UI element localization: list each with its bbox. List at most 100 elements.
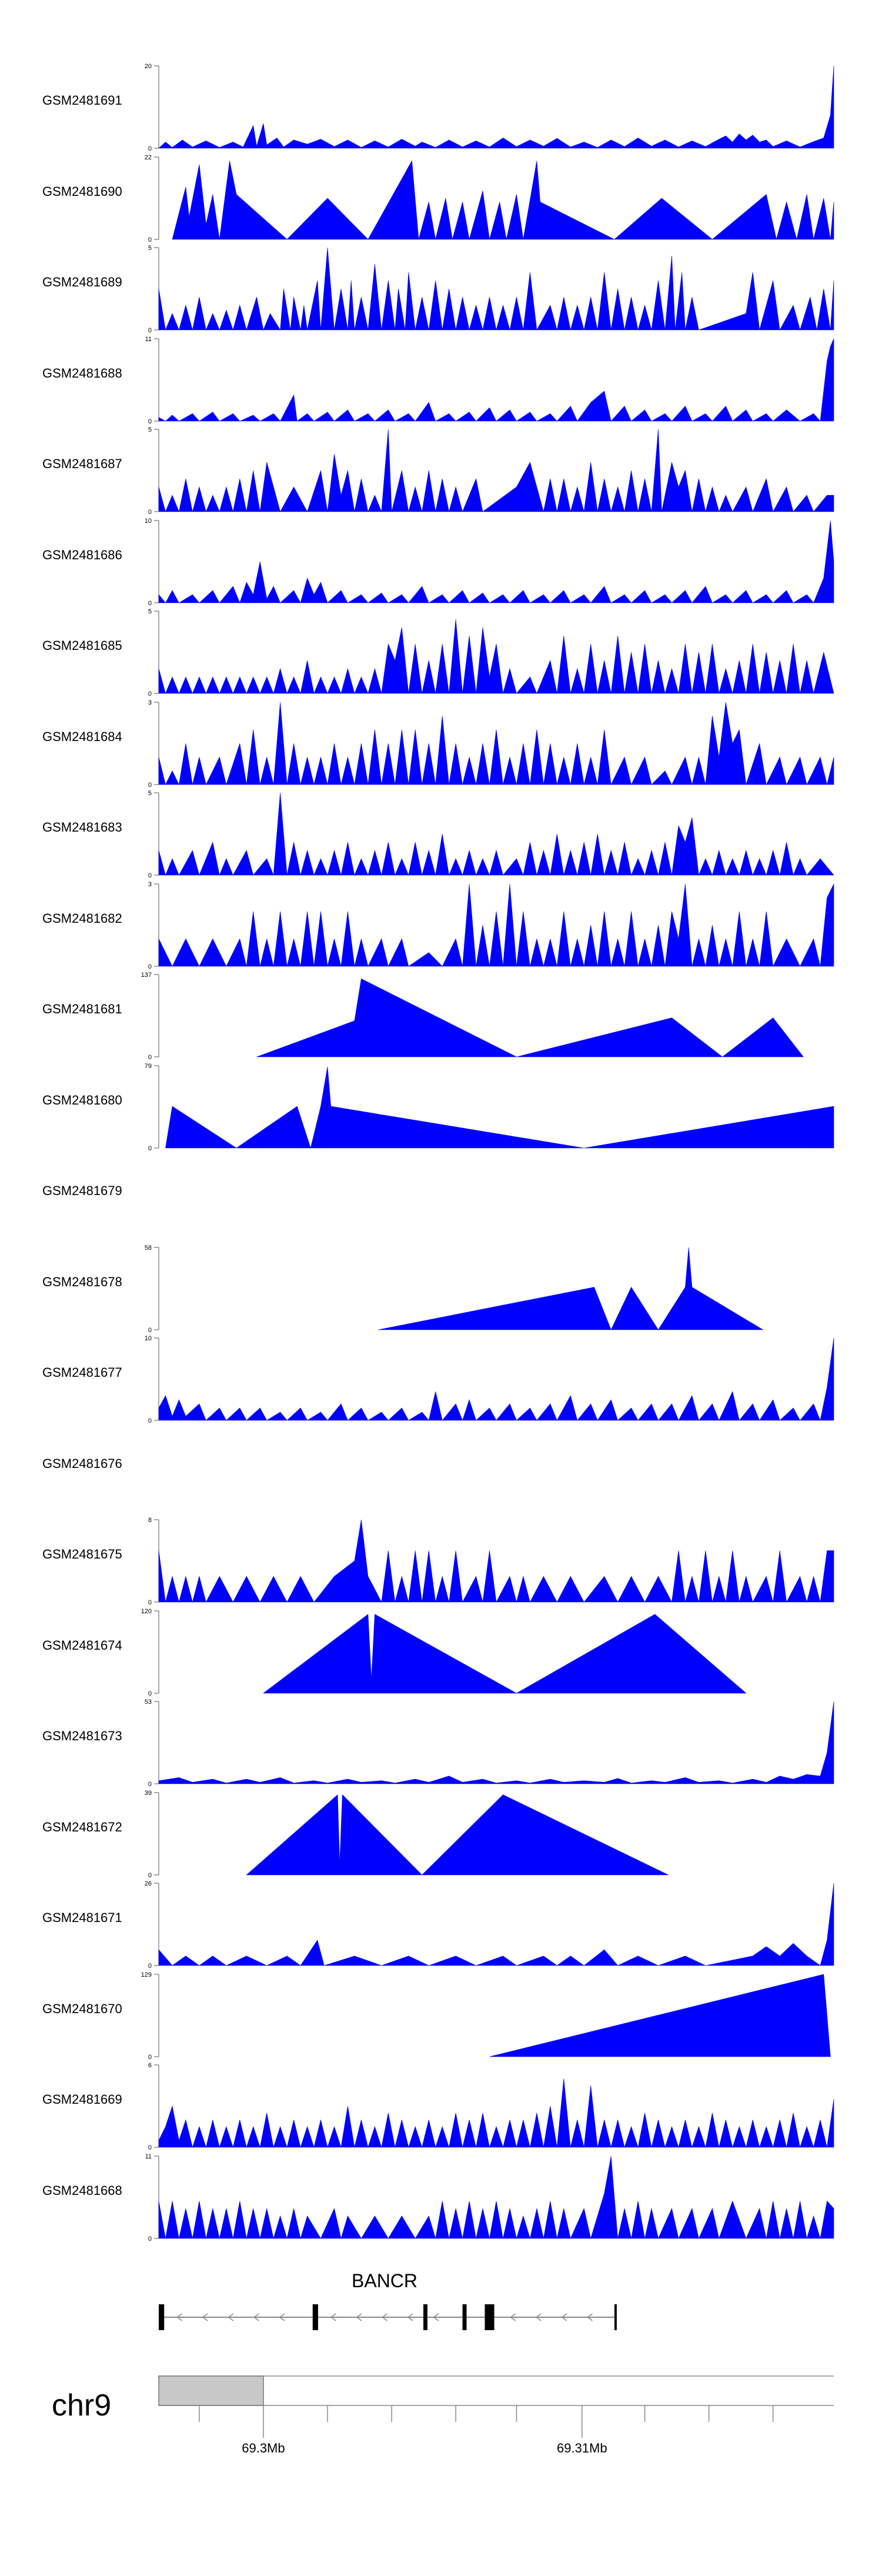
track-plot: 26 0 bbox=[145, 1880, 834, 1970]
track-plot: 58 0 bbox=[145, 1244, 764, 1334]
y-max-label: 11 bbox=[145, 336, 152, 343]
exon bbox=[485, 2304, 495, 2330]
y-max-label: 5 bbox=[148, 790, 152, 797]
y-min-label: 0 bbox=[148, 1327, 152, 1334]
track-label: GSM2481689 bbox=[42, 275, 122, 289]
track-label: GSM2481672 bbox=[42, 1819, 122, 1834]
track-row: GSM2481683 5 0 bbox=[0, 786, 882, 879]
y-min-label: 0 bbox=[148, 2054, 152, 2061]
track-row: GSM2481676 bbox=[0, 1422, 882, 1513]
track-row: GSM2481680 79 0 bbox=[0, 1059, 882, 1152]
strand-arrow bbox=[535, 2313, 542, 2321]
coverage-area bbox=[158, 792, 834, 876]
track-plot: 50 bbox=[148, 426, 834, 516]
y-min-label: 0 bbox=[148, 2144, 152, 2151]
y-min-label: 0 bbox=[148, 690, 152, 698]
coverage-area bbox=[158, 1519, 834, 1603]
coverage-area bbox=[158, 2155, 834, 2239]
track-plot: 50 bbox=[148, 245, 834, 334]
track-row: GSM2481671 26 0 bbox=[0, 1876, 882, 1970]
track-row: GSM2481682 3 0 bbox=[0, 877, 882, 970]
track-plot bbox=[141, 1422, 835, 1513]
strand-arrow bbox=[587, 2313, 593, 2321]
track-plot: 79 0 bbox=[145, 1063, 834, 1152]
tick-label: 69.3Mb bbox=[242, 2441, 285, 2455]
y-max-label: 6 bbox=[148, 2062, 152, 2069]
track-plot: 137 0 bbox=[141, 972, 804, 1061]
strand-arrow bbox=[356, 2313, 362, 2321]
track-row: GSM2481686 10 0 bbox=[0, 513, 882, 607]
coverage-area bbox=[158, 1883, 834, 1966]
exon bbox=[312, 2304, 318, 2330]
y-max-label: 22 bbox=[145, 154, 152, 161]
coverage-area bbox=[263, 1613, 747, 1693]
track-label: GSM2481673 bbox=[42, 1729, 122, 1743]
gene-model bbox=[159, 2304, 617, 2330]
strand-arrow bbox=[176, 2313, 182, 2321]
y-min-label: 0 bbox=[148, 600, 152, 607]
y-max-label: 26 bbox=[145, 1880, 152, 1887]
y-max-label: 39 bbox=[145, 1790, 152, 1797]
y-min-label: 0 bbox=[148, 1872, 152, 1879]
track-plot: 120 0 bbox=[141, 1608, 747, 1697]
strand-arrow bbox=[407, 2313, 413, 2321]
track-row: GSM2481679 bbox=[0, 1149, 882, 1240]
strand-arrow bbox=[202, 2313, 208, 2321]
y-min-label: 0 bbox=[148, 1963, 152, 1970]
track-plot: 22 0 bbox=[145, 154, 834, 243]
track-plot: 129 0 bbox=[141, 1971, 831, 2061]
coverage-area bbox=[158, 2078, 834, 2148]
track-label: GSM2481675 bbox=[42, 1547, 122, 1561]
track-plot: 60 bbox=[148, 2062, 834, 2151]
track-label: GSM2481687 bbox=[42, 456, 122, 471]
coverage-area bbox=[158, 338, 834, 422]
track-plot: 11 0 bbox=[145, 336, 834, 425]
track-label: GSM2481680 bbox=[42, 1092, 122, 1107]
coverage-area bbox=[158, 1337, 834, 1422]
coverage-area bbox=[158, 429, 834, 513]
track-row: GSM2481673 53 0 bbox=[0, 1694, 882, 1788]
track-label: GSM2481677 bbox=[42, 1365, 122, 1380]
y-max-label: 53 bbox=[145, 1699, 152, 1706]
coverage-area bbox=[256, 978, 804, 1057]
track-label: GSM2481671 bbox=[42, 1910, 122, 1925]
chromosome-label: chr9 bbox=[52, 2388, 112, 2422]
track-plot: 39 0 bbox=[145, 1790, 669, 1879]
track-row: GSM2481689 5 0 bbox=[0, 241, 882, 334]
track-label: GSM2481686 bbox=[42, 547, 122, 562]
exon bbox=[159, 2304, 165, 2330]
track-row: GSM2481678 58 0 bbox=[0, 1240, 882, 1334]
track-row: GSM2481685 5 0 bbox=[0, 604, 882, 698]
track-label: GSM2481682 bbox=[42, 910, 122, 926]
track-row: GSM2481681 137 0 bbox=[0, 967, 882, 1061]
track-plot: 50 bbox=[148, 608, 834, 698]
track-label: GSM2481674 bbox=[42, 1637, 122, 1653]
y-max-label: 5 bbox=[148, 245, 152, 252]
y-min-label: 0 bbox=[148, 145, 152, 152]
track-label: GSM2481685 bbox=[42, 638, 122, 653]
y-max-label: 20 bbox=[145, 63, 152, 70]
track-plot: 30 bbox=[148, 881, 834, 970]
y-max-label: 10 bbox=[145, 1335, 152, 1342]
track-plot: 30 bbox=[148, 699, 834, 789]
strand-arrow bbox=[253, 2313, 259, 2321]
exon bbox=[614, 2304, 617, 2330]
coverage-area bbox=[158, 702, 834, 785]
y-min-label: 0 bbox=[148, 1054, 152, 1061]
track-label: GSM2481690 bbox=[42, 183, 122, 199]
y-max-label: 79 bbox=[145, 1063, 152, 1070]
y-min-label: 0 bbox=[148, 327, 152, 334]
y-max-label: 120 bbox=[141, 1608, 152, 1615]
y-min-label: 0 bbox=[148, 963, 152, 970]
y-max-label: 58 bbox=[145, 1244, 152, 1252]
track-label: GSM2481688 bbox=[42, 365, 122, 381]
track-row: GSM2481668 11 0 bbox=[0, 2149, 882, 2243]
track-row: GSM2481675 8 0 bbox=[0, 1513, 882, 1606]
track-label: GSM2481676 bbox=[42, 1456, 122, 1471]
track-label: GSM2481681 bbox=[42, 1002, 122, 1016]
y-min-label: 0 bbox=[148, 236, 152, 243]
track-plot bbox=[141, 1149, 835, 1240]
track-plot: 53 0 bbox=[145, 1699, 834, 1788]
ideogram-highlight bbox=[158, 2375, 264, 2406]
